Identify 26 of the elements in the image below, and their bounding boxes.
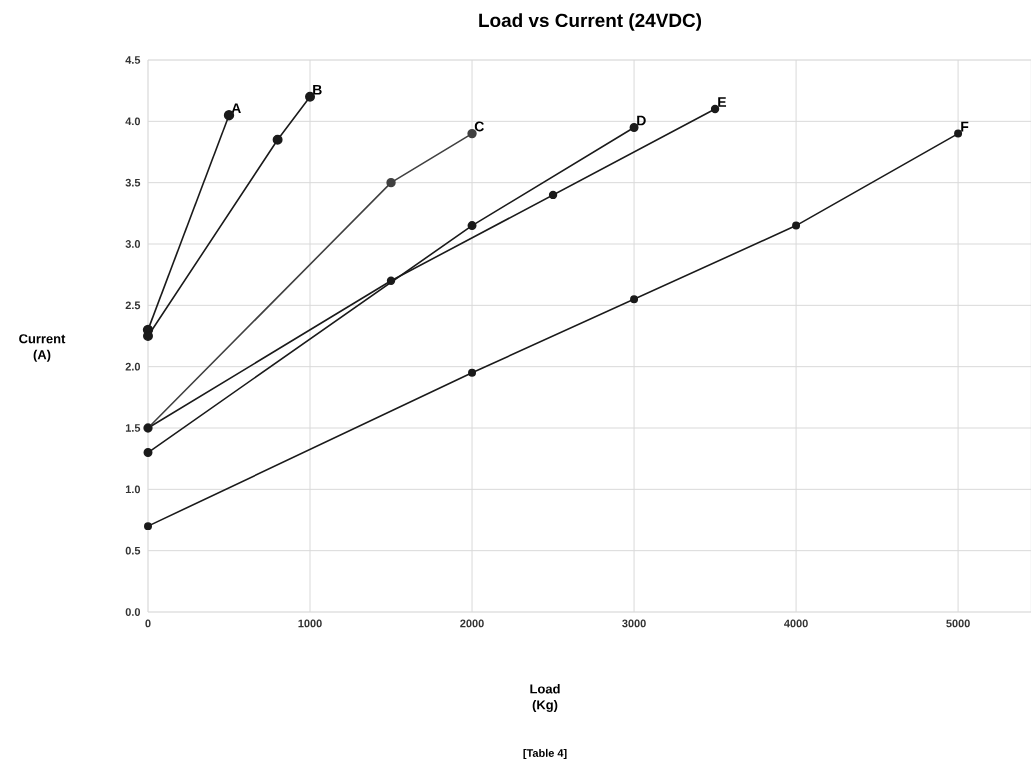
series-label: C — [474, 121, 484, 132]
x-tick-label: 3000 — [622, 619, 646, 628]
y-tick-label: 1.0 — [125, 485, 141, 494]
series-label: F — [961, 121, 969, 132]
chart-title: Load vs Current (24VDC) — [479, 13, 702, 31]
y-axis-title: Current (A) — [19, 334, 66, 362]
y-tick-label: 4.0 — [125, 117, 141, 126]
series-label: A — [231, 103, 241, 113]
text: [Table 4] — [523, 748, 567, 760]
y-tick-label: 0.5 — [125, 546, 141, 555]
x-tick-label: 1000 — [298, 619, 322, 628]
series-label: D — [637, 115, 646, 126]
x-tick-label: 0 — [145, 619, 151, 628]
series-label: B — [313, 85, 322, 95]
y-tick-label: 0.0 — [125, 608, 141, 616]
y-tick-label: 2.0 — [125, 362, 141, 371]
series-label: E — [718, 97, 727, 107]
y-tick-label: 2.5 — [125, 301, 141, 310]
x-tick-label: 5000 — [946, 619, 970, 628]
x-tick-label: 2000 — [460, 619, 484, 628]
y-tick-label: 3.5 — [125, 178, 141, 187]
y-tick-label: 1.5 — [125, 424, 141, 432]
x-tick-label: 4000 — [784, 619, 808, 628]
x-axis-title: Load (Kg) — [530, 683, 560, 713]
y-tick-label: 3.0 — [125, 240, 141, 248]
y-tick-label: 4.5 — [125, 56, 141, 64]
